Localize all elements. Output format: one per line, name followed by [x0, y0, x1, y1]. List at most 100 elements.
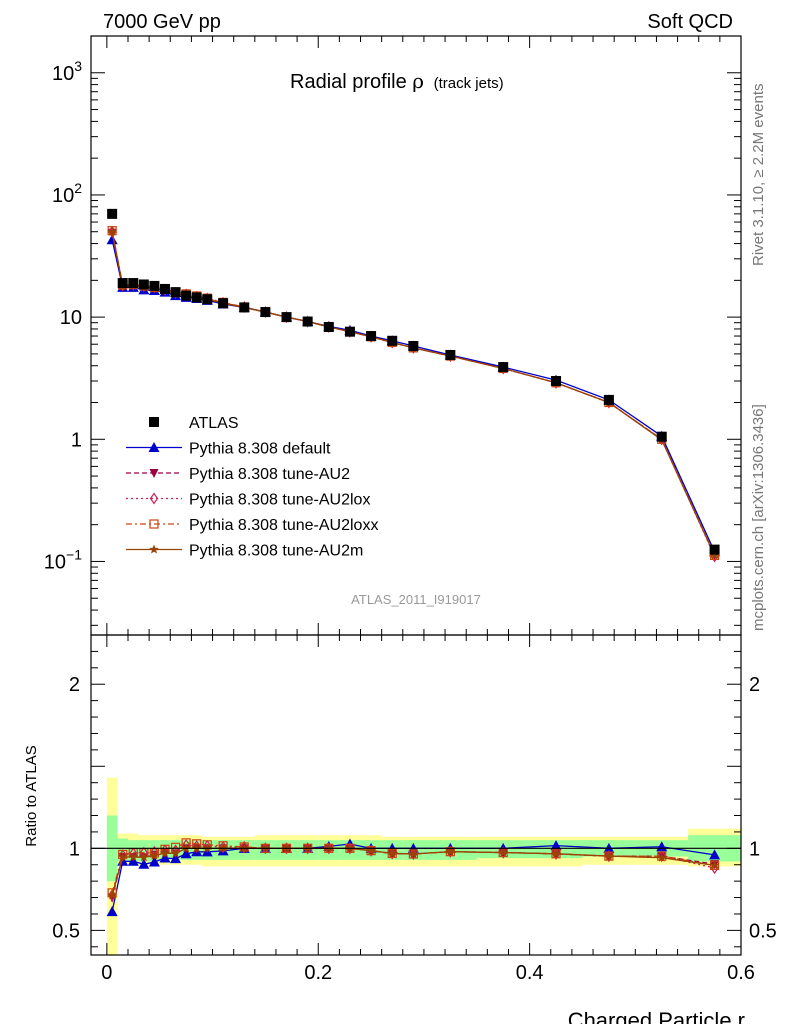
series-5-ratio-point: [149, 850, 160, 860]
legend-label-1: Pythia 8.308 default: [189, 441, 331, 458]
mcplots-reference-label: mcplots.cern.ch [arXiv:1306.3436]: [750, 404, 767, 631]
series-5-ratio-point: [551, 848, 561, 858]
y-tick-label: 1: [71, 429, 82, 451]
main-axis-ticks: 0 0.2 0.4 0.6 10−1 1 10 102 103: [44, 35, 755, 984]
series-5-ratio-point: [160, 848, 170, 858]
series-0-point: [260, 307, 271, 318]
series-5-ratio-point: [709, 860, 720, 870]
x-axis-label: Charged Particle r: [568, 1008, 745, 1024]
series-1-ratio-point: [138, 858, 150, 869]
legend-marker-4: [149, 519, 159, 529]
ratio-uncertainty-bands: [106, 777, 741, 955]
series-5-ratio-point: [656, 852, 667, 862]
series-0-point: [159, 283, 170, 294]
series-4-ratio-line: [111, 842, 715, 894]
legend-label-5: Pythia 8.308 tune-AU2m: [189, 543, 363, 560]
series-5-ratio-point: [107, 890, 117, 900]
ratio-y-tick-label-right: 1: [749, 838, 760, 860]
series-0-point: [138, 279, 149, 290]
series-0-point: [218, 298, 229, 309]
x-tick-label: 0.6: [727, 962, 755, 984]
series-0-point: [551, 375, 562, 386]
series-0-point: [656, 431, 667, 442]
series-0-point: [149, 280, 160, 291]
series-0-point: [128, 278, 139, 289]
series-0-point: [366, 331, 377, 342]
series-0-point: [445, 349, 456, 360]
series-5-ratio-point: [604, 851, 614, 861]
rivet-version-label: Rivet 3.1.10, ≥ 2.2M events: [750, 83, 767, 267]
series-0-point: [387, 335, 398, 346]
legend: ATLAS Pythia 8.308 default Pythia 8.308 tu…: [126, 415, 378, 560]
chart-title-suffix: (track jets): [434, 75, 504, 92]
series-1-ratio-point: [550, 840, 562, 851]
series-5-ratio-point: [117, 851, 128, 862]
main-series-layer: [106, 208, 721, 563]
series-0-point: [323, 321, 334, 332]
legend-label-4: Pythia 8.308 tune-AU2loxx: [189, 517, 378, 534]
series-0-point: [281, 312, 292, 323]
legend-label-0: ATLAS: [189, 415, 239, 432]
series-5-point: [709, 550, 720, 560]
ratio-panel-frame: [90, 634, 742, 956]
series-5-ratio-point: [408, 848, 419, 859]
ratio-band-inner-3: [138, 840, 150, 862]
ratio-y-axis-label: Ratio to ATLAS: [23, 745, 40, 846]
series-5-ratio-point: [128, 851, 139, 862]
series-3-ratio-point: [710, 861, 719, 875]
legend-label-2: Pythia 8.308 tune-AU2: [189, 466, 350, 483]
series-1-point: [106, 234, 118, 245]
series-0-point: [181, 290, 192, 301]
chart-title-text: Radial profile: [290, 71, 407, 93]
series-0-point: [170, 287, 181, 298]
series-3-ratio-point: [657, 850, 666, 863]
legend-marker-0: [149, 417, 159, 427]
y-tick-label: 103: [52, 58, 82, 85]
series-0-point: [117, 278, 128, 289]
series-5-ratio-point: [139, 852, 149, 862]
series-5-ratio-point: [498, 847, 508, 857]
series-0-point: [709, 544, 720, 555]
series-0-point: [191, 292, 202, 303]
series-0-point: [498, 362, 509, 373]
series-5-point: [107, 226, 117, 236]
legend-marker-5: [149, 544, 159, 554]
legend-marker-2: [149, 469, 159, 478]
x-tick-label: 0.4: [516, 962, 544, 984]
ratio-y-tick-label-right: 2: [749, 674, 760, 696]
series-0-point: [302, 316, 313, 327]
y-tick-label: 10−1: [44, 546, 82, 573]
ratio-y-tick-label-left: 2: [69, 674, 80, 696]
y-tick-label: 10: [60, 307, 82, 329]
x-tick-label: 0: [101, 962, 112, 984]
legend-label-3: Pythia 8.308 tune-AU2lox: [189, 492, 370, 509]
legend-marker-1: [148, 442, 160, 452]
series-3-ratio-point: [240, 840, 249, 854]
series-5-ratio-point: [387, 848, 397, 858]
series-5-ratio-point: [170, 848, 181, 858]
ratio-y-tick-label-left: 0.5: [52, 920, 80, 942]
series-1-ratio-point: [148, 856, 160, 867]
analysis-watermark: ATLAS_2011_I919017: [351, 592, 481, 607]
series-5-ratio-point: [445, 846, 456, 856]
series-0-point: [603, 394, 614, 405]
series-1-ratio-point: [106, 906, 118, 917]
y-tick-label: 102: [52, 180, 82, 207]
series-1-ratio-point: [709, 849, 721, 860]
header-right: Soft QCD: [647, 11, 733, 33]
chart-title: Radial profile ρ (track jets): [290, 69, 504, 93]
ratio-band-inner-2: [127, 840, 139, 862]
chart-title-symbol: ρ: [412, 69, 424, 93]
series-0-point: [107, 208, 118, 219]
ratio-axis-ticks: 0.5 0.5 1 1 2 2: [52, 634, 777, 948]
series-3-ratio-point: [192, 840, 201, 853]
series-2-ratio-point: [107, 893, 117, 903]
legend-marker-3: [149, 492, 159, 505]
series-0-point: [202, 294, 213, 305]
series-5-ratio-point: [366, 845, 376, 855]
ratio-y-tick-label-left: 1: [69, 838, 80, 860]
series-0-point: [344, 326, 355, 337]
header-left: 7000 GeV pp: [103, 11, 221, 33]
panel-frames: [90, 35, 742, 956]
